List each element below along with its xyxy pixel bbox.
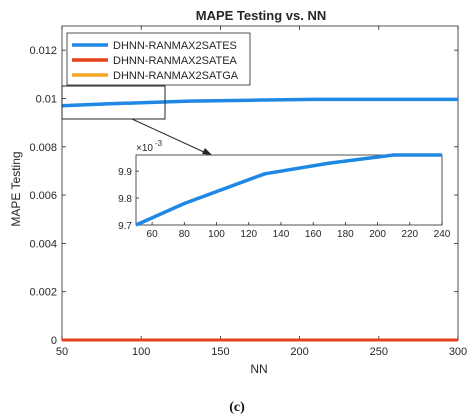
inset-plot-area xyxy=(135,154,443,226)
inset-x-tick-label: 200 xyxy=(369,229,386,240)
y-tick-label: 0.012 xyxy=(29,45,57,57)
inset-x-tick-label: 60 xyxy=(147,229,159,240)
y-tick-label: 0 xyxy=(51,335,57,347)
y-tick-label: 0.01 xyxy=(36,93,57,105)
inset-x-tick-label: 80 xyxy=(179,229,191,240)
x-tick-label: 300 xyxy=(449,346,467,358)
inset-x-tick-label: 100 xyxy=(208,229,225,240)
series-line-dhnn-ranmax2sates xyxy=(61,97,458,108)
zoom-arrow xyxy=(131,118,207,154)
legend: DHNN-RANMAX2SATES DHNN-RANMAX2SATEA DHNN-R… xyxy=(66,32,251,86)
inset-x-tick-label: 240 xyxy=(434,229,451,240)
zoom-region-box xyxy=(61,85,166,120)
inset-y-tick-label: 9.9 xyxy=(118,167,132,178)
legend-label: DHNN-RANMAX2SATES xyxy=(113,40,237,52)
x-tick-label: 150 xyxy=(211,346,229,358)
inset-x-tick-label: 180 xyxy=(337,229,354,240)
inset-y-tick-label: 9.8 xyxy=(118,194,132,205)
x-tick-label: 50 xyxy=(56,346,68,358)
inset-x-tick-label: 120 xyxy=(240,229,257,240)
inset-zoom: 60 80 100 120 140 160 180 200 220 240 9.7 9.8 9.9 ×1… xyxy=(118,139,451,240)
chart-title: MAPE Testing vs. NN xyxy=(196,8,327,23)
x-axis-label: NN xyxy=(250,362,267,376)
inset-series-line xyxy=(135,153,442,227)
inset-background xyxy=(136,155,442,225)
legend-label: DHNN-RANMAX2SATEA xyxy=(113,55,238,67)
inset-x-tick-label: 220 xyxy=(401,229,418,240)
y-axis-label: MAPE Testing xyxy=(9,151,23,226)
y-tick-label: 0.006 xyxy=(29,190,57,202)
inset-exponent-base: ×10 xyxy=(136,143,153,154)
x-tick-label: 100 xyxy=(132,346,150,358)
x-tick-label: 200 xyxy=(290,346,308,358)
inset-y-tick-label: 9.7 xyxy=(118,221,132,232)
inset-x-tick-label: 140 xyxy=(273,229,290,240)
zoom-arrow-head xyxy=(202,148,212,155)
inset-x-tick-label: 160 xyxy=(305,229,322,240)
legend-label: DHNN-RANMAX2SATGA xyxy=(113,70,239,82)
figure-caption: (c) xyxy=(229,400,245,415)
x-tick-label: 250 xyxy=(370,346,388,358)
y-tick-label: 0.002 xyxy=(29,287,57,299)
y-tick-label: 0.004 xyxy=(29,238,57,250)
inset-exponent-power: -3 xyxy=(155,139,163,148)
y-tick-label: 0.008 xyxy=(29,142,57,154)
